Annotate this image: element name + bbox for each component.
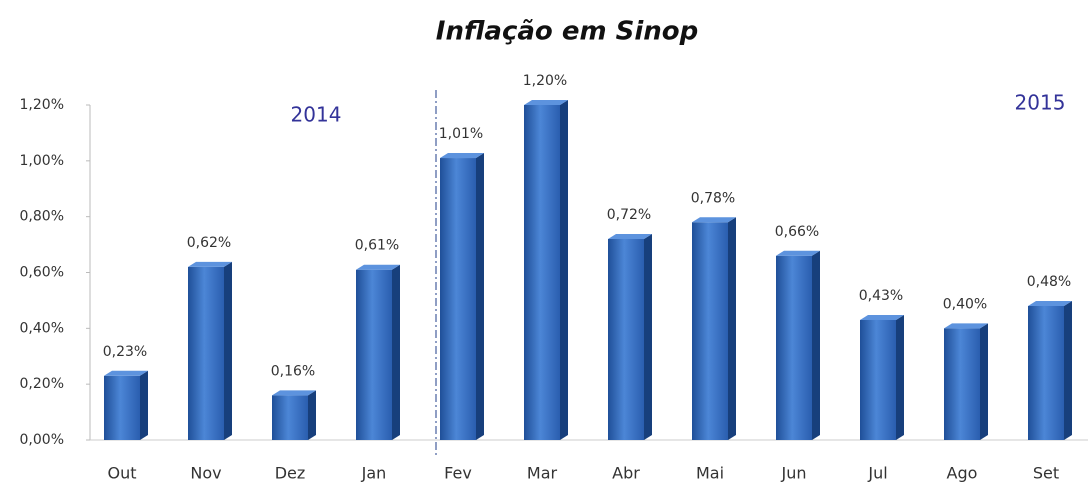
data-label: 0,78% — [691, 190, 735, 206]
x-tick-label: Abr — [612, 464, 640, 483]
bar-front — [944, 328, 980, 440]
data-label: 1,01% — [439, 126, 483, 142]
bar-front — [692, 222, 728, 440]
data-label: 0,16% — [271, 363, 315, 379]
y-tick-label: 0,00% — [20, 432, 64, 448]
bar-side — [728, 217, 736, 440]
bar-front — [776, 255, 812, 440]
x-tick-label: Mar — [527, 464, 558, 483]
bar-side — [980, 323, 988, 440]
bar — [188, 261, 232, 440]
bar — [692, 217, 736, 440]
data-label: 0,61% — [355, 238, 399, 254]
bar-side — [896, 314, 904, 440]
y-tick-label: 0,60% — [20, 265, 64, 281]
data-label: 0,62% — [187, 235, 231, 251]
bar — [860, 314, 904, 440]
data-label: 1,20% — [523, 73, 567, 89]
data-label: 0,66% — [775, 224, 819, 240]
bar-front — [356, 269, 392, 440]
data-label: 0,43% — [859, 288, 903, 304]
data-label: 0,40% — [943, 296, 987, 312]
bar — [104, 370, 148, 440]
y-tick-label: 0,40% — [20, 320, 64, 336]
x-tick-label: Out — [107, 464, 136, 483]
bar-top — [1028, 301, 1072, 306]
bar — [608, 234, 652, 440]
bar-front — [188, 266, 224, 440]
bar-front — [272, 395, 308, 440]
bar-front — [608, 239, 644, 440]
bar-top — [692, 217, 736, 223]
bar — [776, 250, 820, 440]
bar-top — [608, 234, 652, 239]
y-tick-label: 1,00% — [20, 153, 64, 169]
chart-title: Inflação em Sinop — [436, 17, 698, 47]
y-tick-label: 1,20% — [20, 97, 64, 113]
data-label: 0,23% — [103, 344, 147, 360]
x-tick-label: Jun — [781, 464, 807, 483]
bar-front — [440, 158, 476, 440]
x-tick-label: Mai — [696, 464, 724, 483]
bar-side — [476, 153, 484, 440]
bar-side — [1064, 301, 1072, 440]
bar-top — [944, 323, 988, 329]
bar-side — [140, 370, 148, 440]
bar-side — [224, 261, 232, 440]
bar — [1028, 301, 1072, 440]
x-tick-label: Ago — [947, 464, 978, 483]
x-tick-label: Jan — [361, 464, 387, 483]
bar-front — [1028, 306, 1064, 440]
bar-top — [188, 261, 232, 267]
bar — [272, 390, 316, 440]
annotation: 2014 — [291, 103, 342, 127]
bar-top — [356, 264, 400, 270]
bar-top — [440, 153, 484, 159]
bar — [944, 323, 988, 440]
annotation: 2015 — [1015, 91, 1066, 115]
y-tick-label: 0,80% — [20, 209, 64, 225]
x-tick-label: Nov — [190, 464, 221, 483]
bar-side — [560, 100, 568, 440]
y-tick-label: 0,20% — [20, 376, 64, 392]
bar-side — [644, 234, 652, 440]
bar-top — [860, 314, 904, 320]
bar-side — [812, 250, 820, 440]
bar — [440, 153, 484, 440]
bar — [524, 100, 568, 440]
data-label: 0,48% — [1027, 274, 1071, 290]
bar-top — [524, 100, 568, 105]
bar-side — [392, 264, 400, 440]
x-tick-label: Dez — [275, 464, 306, 483]
bar-side — [308, 390, 316, 440]
data-label: 0,72% — [607, 207, 651, 223]
x-tick-label: Fev — [444, 464, 472, 483]
x-tick-label: Jul — [867, 464, 887, 483]
bar-top — [104, 370, 148, 376]
bar-front — [524, 105, 560, 440]
bar-top — [272, 390, 316, 396]
bar — [356, 264, 400, 440]
x-tick-label: Set — [1033, 464, 1059, 483]
bar-front — [860, 319, 896, 440]
bar-top — [776, 250, 820, 256]
bar-front — [104, 375, 140, 440]
